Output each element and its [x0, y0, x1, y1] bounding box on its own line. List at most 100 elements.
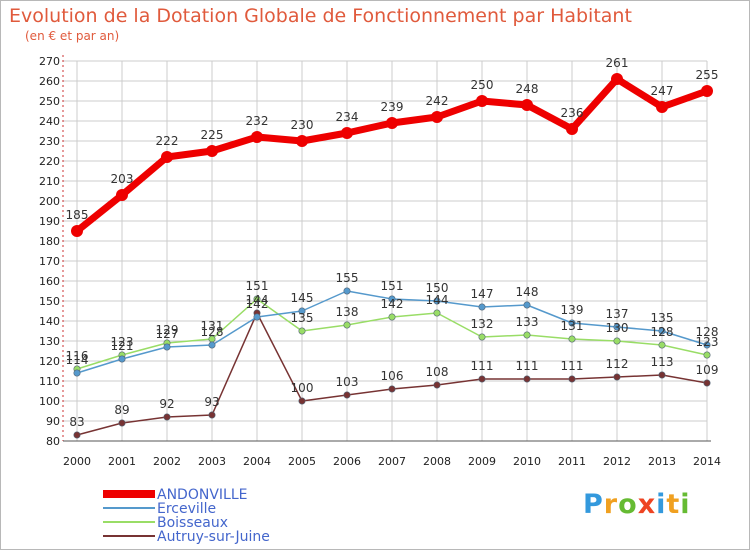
data-label: 147 [471, 287, 494, 301]
data-point [656, 101, 668, 113]
data-label: 92 [159, 397, 174, 411]
y-tick-label: 250 [39, 95, 60, 108]
y-tick-label: 260 [39, 75, 60, 88]
x-tick-label: 2010 [513, 455, 541, 468]
data-point [161, 151, 173, 163]
data-label: 83 [69, 415, 84, 429]
data-label: 130 [606, 321, 629, 335]
data-point [296, 135, 308, 147]
data-label: 106 [381, 369, 404, 383]
data-point [523, 301, 531, 309]
data-point [613, 323, 621, 331]
data-point [116, 189, 128, 201]
data-point [73, 369, 81, 377]
data-label: 261 [606, 56, 629, 70]
x-tick-label: 2003 [198, 455, 226, 468]
data-label: 128 [696, 325, 719, 339]
data-label: 89 [114, 403, 129, 417]
data-label: 116 [66, 349, 89, 363]
data-label: 123 [111, 335, 134, 349]
x-tick-label: 2001 [108, 455, 136, 468]
data-label: 111 [471, 359, 494, 373]
x-tick-label: 2002 [153, 455, 181, 468]
y-tick-label: 230 [39, 135, 60, 148]
data-label: 138 [336, 305, 359, 319]
data-point [163, 413, 171, 421]
proxiti-logo: Proxiti [583, 489, 691, 520]
y-tick-label: 200 [39, 195, 60, 208]
data-label: 148 [516, 285, 539, 299]
x-tick-label: 2006 [333, 455, 361, 468]
data-point [208, 411, 216, 419]
data-label: 111 [516, 359, 539, 373]
data-label: 137 [606, 307, 629, 321]
data-point [566, 123, 578, 135]
y-tick-label: 240 [39, 115, 60, 128]
data-label: 128 [201, 325, 224, 339]
data-point [478, 375, 486, 383]
data-point [388, 385, 396, 393]
logo-letter: r [603, 489, 619, 520]
y-tick-label: 90 [46, 415, 60, 428]
data-point [341, 127, 353, 139]
data-point [433, 309, 441, 317]
data-label: 239 [381, 100, 404, 114]
data-point [118, 419, 126, 427]
legend-label: Boisseaux [157, 515, 228, 531]
data-point [658, 341, 666, 349]
chart-title: Evolution de la Dotation Globale de Fonc… [9, 5, 632, 27]
data-point [386, 117, 398, 129]
legend-label: Erceville [157, 501, 216, 517]
data-point [343, 287, 351, 295]
data-point [568, 319, 576, 327]
data-label: 185 [66, 208, 89, 222]
data-label: 114 [66, 353, 89, 367]
data-label: 242 [426, 94, 449, 108]
data-point [298, 307, 306, 315]
data-label: 133 [516, 315, 539, 329]
data-label: 123 [696, 335, 719, 349]
y-tick-label: 220 [39, 155, 60, 168]
data-point [298, 327, 306, 335]
data-point [163, 343, 171, 351]
y-tick-label: 130 [39, 335, 60, 348]
data-label: 131 [561, 319, 584, 333]
data-point [388, 295, 396, 303]
x-tick-label: 2000 [63, 455, 91, 468]
y-tick-label: 120 [39, 355, 60, 368]
data-label: 139 [561, 303, 584, 317]
data-point [658, 327, 666, 335]
data-point [433, 381, 441, 389]
x-tick-label: 2009 [468, 455, 496, 468]
data-label: 121 [111, 339, 134, 353]
legend-label: Autruy-sur-Juine [157, 529, 270, 545]
data-label: 155 [336, 271, 359, 285]
data-point [658, 371, 666, 379]
data-point [703, 379, 711, 387]
data-point [476, 95, 488, 107]
data-label: 234 [336, 110, 359, 124]
legend-label: ANDONVILLE [157, 487, 247, 503]
data-label: 108 [426, 365, 449, 379]
x-tick-label: 2008 [423, 455, 451, 468]
data-label: 232 [246, 114, 269, 128]
data-label: 142 [246, 297, 269, 311]
y-tick-label: 190 [39, 215, 60, 228]
data-label: 248 [516, 82, 539, 96]
data-label: 112 [606, 357, 629, 371]
data-point [478, 303, 486, 311]
data-point [206, 145, 218, 157]
chart-subtitle: (en € et par an) [25, 29, 120, 43]
data-label: 151 [246, 279, 269, 293]
data-point [521, 99, 533, 111]
data-point [118, 355, 126, 363]
data-point [701, 85, 713, 97]
data-label: 142 [381, 297, 404, 311]
logo-letter: x [637, 489, 657, 520]
data-label: 111 [561, 359, 584, 373]
y-tick-label: 80 [46, 435, 60, 448]
data-label: 131 [201, 319, 224, 333]
data-label: 132 [471, 317, 494, 331]
logo-letter: P [583, 489, 604, 520]
data-label: 222 [156, 134, 179, 148]
